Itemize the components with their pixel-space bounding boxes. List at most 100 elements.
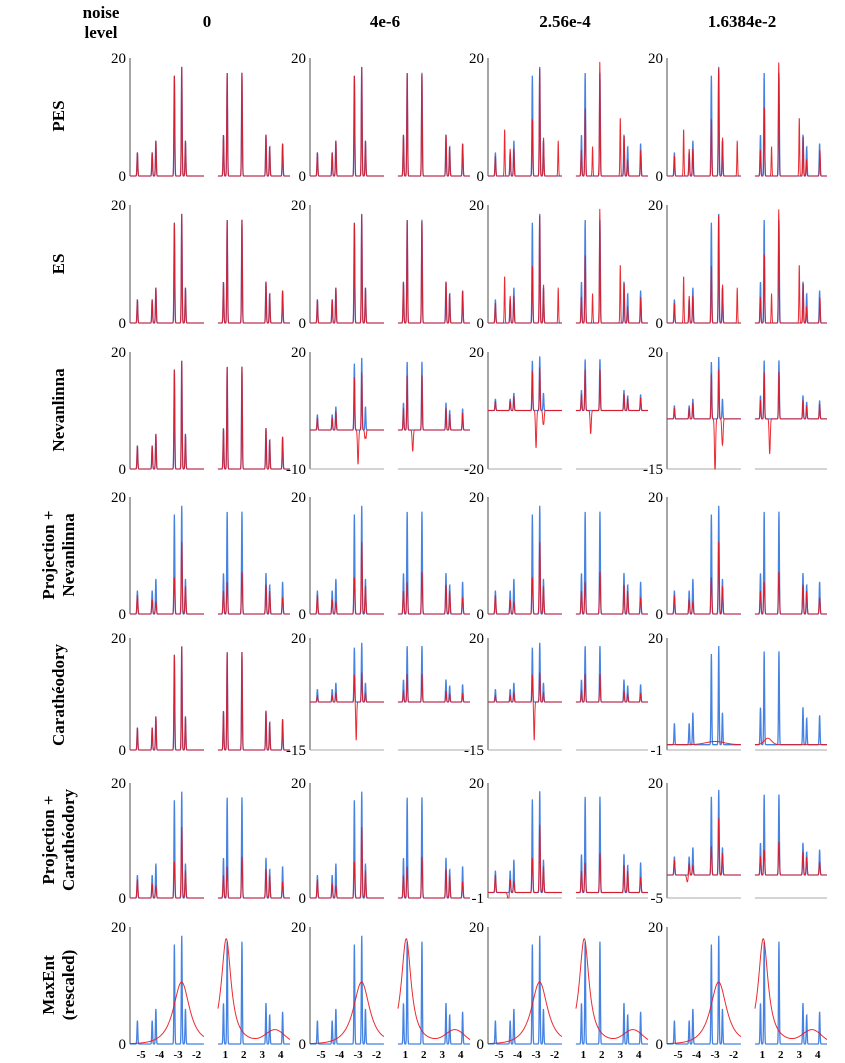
reconstruction-line-seg1	[217, 856, 290, 899]
true-spectrum-line-seg1	[754, 219, 827, 324]
true-spectrum-line-seg0	[130, 360, 204, 470]
reconstruction-line-seg0	[488, 68, 562, 177]
panel-r1-c3: 20 0	[648, 198, 827, 332]
y-tick-label-top: 20	[648, 631, 663, 647]
reconstruction-line-seg0	[129, 981, 205, 1045]
x-tick-label: 2	[241, 1049, 247, 1061]
reconstruction-line-seg1	[575, 61, 648, 177]
x-tick-label: 2	[778, 1049, 784, 1061]
y-tick-label-top: 20	[291, 345, 306, 361]
x-tick-label: 3	[260, 1049, 266, 1061]
x-tick-label: -4	[335, 1049, 345, 1061]
row-label-6: MaxEnt (rescaled)	[39, 950, 78, 1021]
y-tick-label-bottom: -5	[651, 891, 664, 907]
reconstruction-line-seg0	[667, 215, 741, 324]
y-tick-label-top: 20	[291, 920, 306, 936]
panel-r2-c3: 20 -15	[643, 345, 827, 478]
x-tick-label: -5	[495, 1049, 505, 1061]
row-label-line: Nevanlinna	[59, 513, 78, 597]
y-tick-label-bottom: 0	[299, 891, 307, 907]
row-label-line: Nevanlinna	[49, 368, 68, 452]
reconstruction-line-seg1	[754, 938, 828, 1040]
y-tick-label-bottom: 0	[656, 1037, 664, 1053]
row-label-line: Carathéodory	[49, 644, 68, 746]
y-tick-label-bottom: 0	[477, 169, 485, 185]
reconstruction-line-seg1	[397, 673, 470, 703]
x-tick-label: 2	[599, 1049, 605, 1061]
y-tick-label-bottom: 0	[477, 1037, 485, 1053]
y-tick-label-top: 20	[469, 776, 484, 792]
true-spectrum-line-seg1	[397, 219, 470, 324]
reconstruction-line-seg1	[397, 938, 471, 1040]
y-tick-label-bottom: -10	[286, 462, 306, 478]
x-tick-label: 1	[403, 1049, 409, 1061]
x-tick-label: 2	[421, 1049, 427, 1061]
true-spectrum-line-seg1	[217, 511, 290, 615]
x-tick-label: 1	[760, 1049, 766, 1061]
reconstruction-line-seg0	[488, 824, 562, 899]
row-label-line: Carathéodory	[59, 789, 78, 891]
row-label-3: Projection + Nevanlinna	[39, 510, 78, 599]
true-spectrum-line-seg1	[575, 796, 648, 894]
x-tick-label: -3	[531, 1049, 541, 1061]
true-spectrum-line-seg1	[575, 359, 648, 412]
reconstruction-line-seg1	[575, 853, 648, 894]
y-tick-label-bottom: -15	[643, 462, 663, 478]
reconstruction-line-seg1	[754, 372, 827, 454]
panel-r4-c2: 20 -15	[464, 631, 648, 759]
x-tick-label: 4	[636, 1049, 642, 1061]
x-tick-label: -4	[513, 1049, 523, 1061]
true-spectrum-line-seg1	[397, 645, 470, 703]
reconstruction-line-seg0	[310, 67, 384, 177]
true-spectrum-line-seg0	[667, 935, 741, 1045]
y-tick-label-top: 20	[469, 51, 484, 67]
true-spectrum-line-seg0	[130, 935, 204, 1045]
reconstruction-line-seg1	[217, 651, 290, 751]
x-tick-label: 4	[815, 1049, 821, 1061]
true-spectrum-line-seg1	[397, 72, 470, 177]
x-tick-label: -2	[550, 1049, 560, 1061]
reconstruction-line-seg0	[130, 213, 204, 324]
panel-r4-c3: 20 -1	[648, 631, 827, 759]
y-tick-label-bottom: 0	[477, 607, 485, 623]
true-spectrum-line-seg1	[217, 366, 290, 470]
panel-r1-c1: 20 0	[291, 198, 470, 332]
panel-r2-c0: 20 0	[111, 345, 290, 478]
true-spectrum-line-seg0	[667, 356, 741, 420]
y-tick-label-top: 20	[111, 345, 126, 361]
panel-r5-c3: 20 -5	[648, 776, 827, 907]
y-tick-label-bottom: 0	[299, 1037, 307, 1053]
true-spectrum-line-seg0	[667, 645, 741, 746]
panel-r3-c0: 20 0	[111, 490, 290, 623]
panel-r0-c3: 20 0	[648, 51, 827, 185]
y-tick-label-top: 20	[648, 776, 663, 792]
reconstruction-line-seg1	[575, 572, 648, 615]
x-tick-label: -2	[729, 1049, 739, 1061]
true-spectrum-line-seg0	[488, 356, 562, 412]
panel-r1-c0: 20 0	[111, 198, 290, 332]
y-tick-label-top: 20	[291, 198, 306, 214]
reconstruction-line-seg1	[754, 209, 827, 324]
reconstruction-line-seg1	[217, 572, 290, 615]
panel-r2-c2: 20 -20	[464, 345, 648, 478]
reconstruction-line-seg0	[667, 541, 741, 615]
reconstruction-line-seg1	[397, 375, 470, 452]
panel-r3-c3: 20 0	[648, 490, 827, 623]
reconstruction-line-seg0	[130, 66, 204, 177]
true-spectrum-line-seg0	[310, 935, 384, 1045]
reconstruction-line-seg0	[130, 360, 204, 470]
panel-r0-c2: 20 0	[469, 51, 648, 185]
y-tick-label-top: 20	[291, 51, 306, 67]
x-tick-label: -5	[674, 1049, 684, 1061]
x-tick-label: -5	[317, 1049, 327, 1061]
row-label-line: Projection +	[39, 795, 58, 884]
panel-r6-c1: 20 0 -5 -4 -3 -2 1 2 3 4	[291, 920, 471, 1061]
reconstruction-line-seg0	[667, 68, 741, 177]
reconstruction-line-seg1	[754, 572, 827, 615]
y-tick-label-top: 20	[291, 631, 306, 647]
true-spectrum-line-seg0	[130, 791, 204, 899]
corner-label-level: level	[84, 23, 117, 42]
row-label-5: Projection + Carathéodory	[39, 789, 78, 891]
y-tick-label-top: 20	[469, 198, 484, 214]
true-spectrum-line-seg1	[217, 797, 290, 899]
